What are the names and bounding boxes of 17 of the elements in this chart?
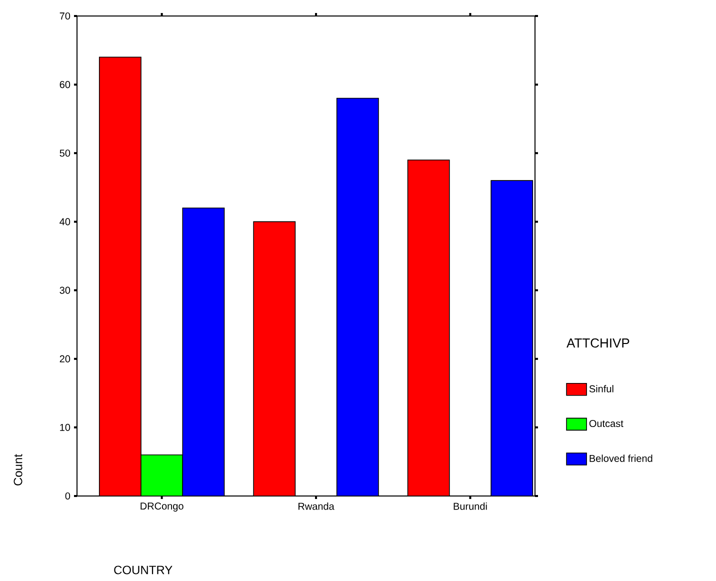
x-tick-label: Rwanda bbox=[298, 502, 334, 510]
y-tick-label: 10 bbox=[60, 424, 70, 431]
y-tick-label: 50 bbox=[60, 150, 70, 157]
legend-label: Sinful bbox=[589, 385, 614, 392]
x-axis-title: COUNTRY bbox=[114, 566, 172, 574]
legend-title: ATTCHIVP bbox=[566, 338, 630, 348]
y-tick-label: 30 bbox=[60, 286, 70, 294]
y-tick-label: 40 bbox=[60, 218, 70, 226]
y-tick-label: 60 bbox=[60, 81, 70, 88]
y-tick-label: 20 bbox=[60, 355, 70, 362]
x-tick-label: Burundi bbox=[454, 502, 487, 510]
y-axis-title: Count bbox=[14, 454, 22, 486]
y-tick-label: 0 bbox=[65, 492, 70, 500]
y-tick-label: 70 bbox=[60, 12, 70, 20]
x-tick-label: DRCongo bbox=[140, 502, 184, 512]
legend-label: Outcast bbox=[589, 420, 624, 428]
legend-label: Beloved friend bbox=[590, 454, 652, 462]
